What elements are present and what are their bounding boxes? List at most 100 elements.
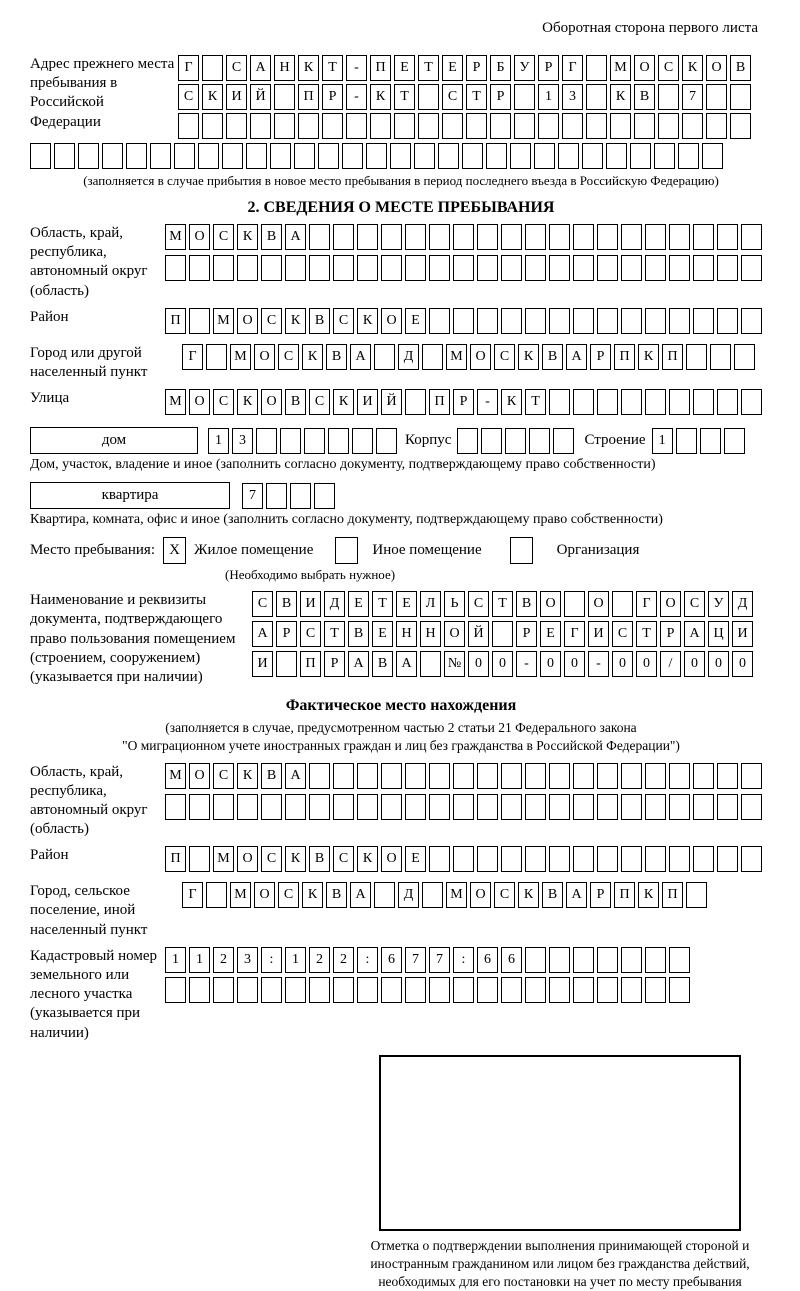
char-box[interactable] <box>366 143 387 169</box>
char-box[interactable] <box>174 143 195 169</box>
char-box[interactable] <box>621 762 642 789</box>
char-box[interactable]: Д <box>398 343 419 370</box>
char-box[interactable] <box>237 976 258 1003</box>
char-box[interactable]: В <box>261 224 282 250</box>
char-box[interactable] <box>710 343 731 370</box>
char-box[interactable] <box>717 389 738 416</box>
char-box[interactable]: О <box>634 55 655 81</box>
char-box[interactable] <box>678 143 699 169</box>
char-box[interactable] <box>717 846 738 873</box>
char-box[interactable] <box>206 343 227 370</box>
char-box[interactable] <box>429 224 450 250</box>
char-box[interactable]: 0 <box>612 651 633 678</box>
char-box[interactable]: 3 <box>562 84 583 110</box>
char-box[interactable] <box>564 591 585 618</box>
char-box[interactable]: Т <box>492 591 513 618</box>
char-box[interactable] <box>370 113 391 139</box>
char-box[interactable]: О <box>254 343 275 370</box>
char-box[interactable]: 3 <box>232 427 253 454</box>
char-box[interactable] <box>270 143 291 169</box>
char-box[interactable]: Е <box>396 591 417 618</box>
char-box[interactable]: Т <box>394 84 415 110</box>
char-box[interactable]: А <box>285 224 306 250</box>
char-box[interactable]: С <box>658 55 679 81</box>
house-type-input[interactable]: дом <box>30 427 198 455</box>
char-box[interactable]: М <box>446 882 467 909</box>
char-box[interactable]: 0 <box>564 651 585 678</box>
char-box[interactable] <box>717 307 738 334</box>
char-box[interactable]: : <box>357 946 378 973</box>
char-box[interactable] <box>213 793 234 820</box>
char-box[interactable]: К <box>298 55 319 81</box>
char-box[interactable] <box>328 427 349 454</box>
char-box[interactable]: 0 <box>684 651 705 678</box>
char-box[interactable] <box>658 113 679 139</box>
char-box[interactable]: 0 <box>732 651 753 678</box>
char-box[interactable] <box>453 846 474 873</box>
char-box[interactable] <box>514 84 535 110</box>
char-box[interactable]: 6 <box>381 946 402 973</box>
char-box[interactable] <box>669 389 690 416</box>
char-box[interactable]: А <box>250 55 271 81</box>
char-box[interactable] <box>586 55 607 81</box>
char-box[interactable] <box>645 846 666 873</box>
char-box[interactable]: 1 <box>208 427 229 454</box>
char-box[interactable]: М <box>230 882 251 909</box>
char-box[interactable] <box>669 307 690 334</box>
char-box[interactable] <box>686 882 707 909</box>
char-box[interactable] <box>573 389 594 416</box>
char-box[interactable] <box>298 113 319 139</box>
char-box[interactable] <box>429 976 450 1003</box>
char-box[interactable] <box>178 113 199 139</box>
char-box[interactable]: П <box>165 307 186 334</box>
char-box[interactable]: 0 <box>492 651 513 678</box>
char-box[interactable] <box>213 976 234 1003</box>
char-box[interactable]: Ц <box>708 621 729 648</box>
char-box[interactable]: Д <box>732 591 753 618</box>
char-box[interactable]: Н <box>420 621 441 648</box>
char-box[interactable] <box>261 255 282 281</box>
char-box[interactable]: К <box>302 343 323 370</box>
char-box[interactable] <box>165 976 186 1003</box>
char-box[interactable] <box>314 482 335 509</box>
char-box[interactable] <box>222 143 243 169</box>
char-box[interactable]: Г <box>182 343 203 370</box>
char-box[interactable] <box>586 113 607 139</box>
char-box[interactable]: 0 <box>636 651 657 678</box>
char-box[interactable] <box>376 427 397 454</box>
char-box[interactable] <box>717 224 738 250</box>
char-box[interactable]: В <box>309 307 330 334</box>
char-box[interactable]: Г <box>178 55 199 81</box>
char-box[interactable] <box>501 976 522 1003</box>
char-box[interactable]: М <box>165 389 186 416</box>
char-box[interactable]: П <box>165 846 186 873</box>
char-box[interactable]: Е <box>540 621 561 648</box>
char-box[interactable] <box>501 762 522 789</box>
char-box[interactable]: - <box>477 389 498 416</box>
char-box[interactable]: П <box>662 343 683 370</box>
char-box[interactable]: 0 <box>540 651 561 678</box>
char-box[interactable]: Е <box>348 591 369 618</box>
char-box[interactable] <box>658 84 679 110</box>
char-box[interactable]: О <box>470 343 491 370</box>
char-box[interactable]: Е <box>405 846 426 873</box>
char-box[interactable]: В <box>261 762 282 789</box>
char-box[interactable] <box>717 762 738 789</box>
char-box[interactable] <box>723 427 745 454</box>
char-box[interactable]: С <box>684 591 705 618</box>
char-box[interactable] <box>610 113 631 139</box>
char-box[interactable] <box>693 224 714 250</box>
char-box[interactable]: О <box>189 224 210 250</box>
char-box[interactable] <box>357 255 378 281</box>
char-box[interactable]: К <box>610 84 631 110</box>
char-box[interactable] <box>342 143 363 169</box>
char-box[interactable] <box>285 793 306 820</box>
char-box[interactable] <box>333 976 354 1003</box>
char-box[interactable]: 7 <box>242 482 263 509</box>
char-box[interactable] <box>189 846 210 873</box>
char-box[interactable] <box>381 762 402 789</box>
char-box[interactable]: К <box>638 882 659 909</box>
char-box[interactable]: С <box>442 84 463 110</box>
char-box[interactable] <box>285 255 306 281</box>
char-box[interactable] <box>492 621 513 648</box>
